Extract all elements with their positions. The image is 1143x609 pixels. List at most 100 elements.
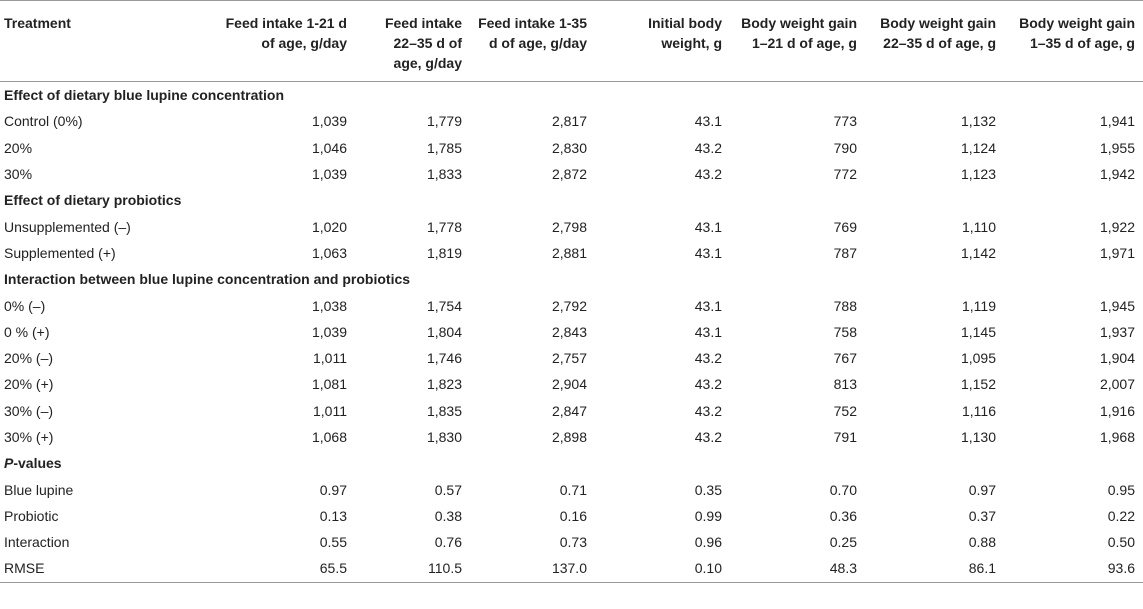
row-label: 20% (–) xyxy=(4,350,54,367)
table-row: 20% 1,046 1,785 2,830 43.2 790 1,124 1,955 xyxy=(0,135,1143,161)
table-cell: 137.0 xyxy=(551,560,587,577)
column-header-bwg-1-35: Body weight gain 1–35 d of age, g xyxy=(1019,15,1135,51)
table-cell: 1,819 xyxy=(426,244,462,261)
table-cell: 788 xyxy=(833,297,857,314)
table-cell: 0.99 xyxy=(694,507,722,524)
table-cell: 0.76 xyxy=(434,534,462,551)
table-cell: 1,904 xyxy=(1099,350,1135,367)
table-cell: 1,804 xyxy=(426,323,462,340)
table-cell: 1,011 xyxy=(313,350,347,367)
table-cell: 1,068 xyxy=(311,429,347,445)
table-cell: 2,007 xyxy=(1099,376,1135,393)
table-row: 30% (+) 1,068 1,830 2,898 43.2 791 1,130 1,968 xyxy=(0,424,1143,450)
row-label: 20% (+) xyxy=(4,376,54,393)
section-title: P-values xyxy=(0,450,1143,476)
table-cell: 1,779 xyxy=(426,113,462,130)
table-cell: 1,123 xyxy=(960,166,996,183)
table-cell: 2,904 xyxy=(551,376,587,393)
table-cell: 110.5 xyxy=(428,560,462,577)
table-cell: 0.97 xyxy=(319,481,347,498)
table-cell: 1,152 xyxy=(960,376,996,393)
table-cell: 0.38 xyxy=(434,507,462,524)
table-cell: 1,916 xyxy=(1099,402,1135,419)
table-cell: 1,937 xyxy=(1099,323,1135,340)
table-cell: 1,746 xyxy=(426,350,462,367)
row-label: 30% (+) xyxy=(4,429,54,445)
section-title: Effect of dietary blue lupine concentrat… xyxy=(4,87,285,104)
table-row: 0% (–) 1,038 1,754 2,792 43.1 788 1,119 1,945 xyxy=(0,292,1143,318)
table-cell: 0.70 xyxy=(829,481,857,498)
table-cell: 1,830 xyxy=(426,429,462,445)
table-cell: 0.13 xyxy=(319,507,347,524)
table-cell: 1,039 xyxy=(311,166,347,183)
table-cell: 1,130 xyxy=(960,429,996,445)
table-cell: 1,124 xyxy=(960,139,996,156)
table-cell: 1,971 xyxy=(1099,244,1135,261)
table-cell: 1,968 xyxy=(1099,429,1135,445)
column-header-bwg-22-35: Body weight gain 22–35 d of age, g xyxy=(880,15,996,51)
table-cell: 0.50 xyxy=(1107,534,1135,551)
data-table: Treatment Feed intake 1-21 d of age, g/d… xyxy=(0,0,1143,583)
column-header-initial-body-weight: Initial body weight, g xyxy=(648,15,722,51)
table-cell: 1,038 xyxy=(311,297,347,314)
table-cell: 1,046 xyxy=(311,139,347,156)
table-cell: 0.35 xyxy=(694,481,722,498)
table-cell: 752 xyxy=(833,402,857,419)
column-header-feed-intake-1-21: Feed intake 1-21 d of age, g/day xyxy=(225,15,347,51)
table-cell: 772 xyxy=(833,166,857,183)
table-cell: 1,110 xyxy=(962,218,996,235)
table-cell: 2,843 xyxy=(551,323,587,340)
row-label: 20% xyxy=(4,139,33,156)
table-cell: 2,792 xyxy=(551,297,587,314)
table-cell: 0.55 xyxy=(319,534,347,551)
table-cell: 2,798 xyxy=(551,218,587,235)
section-row: Interaction between blue lupine concentr… xyxy=(0,266,1143,292)
section-title: Interaction between blue lupine concentr… xyxy=(4,271,411,288)
table-cell: 2,757 xyxy=(551,350,587,367)
row-label: 0 % (+) xyxy=(4,323,50,340)
section-row: Effect of dietary probiotics xyxy=(0,187,1143,213)
table-cell: 2,881 xyxy=(551,244,587,261)
table-cell: 1,039 xyxy=(311,323,347,340)
table-cell: 767 xyxy=(833,350,857,367)
table-cell: 1,081 xyxy=(311,376,347,393)
section-title: Effect of dietary probiotics xyxy=(4,192,182,209)
table-cell: 86.1 xyxy=(968,560,996,577)
row-label: Control (0%) xyxy=(4,113,83,130)
table-cell: 0.25 xyxy=(829,534,857,551)
row-label: 30% xyxy=(4,166,33,183)
table-cell: 2,872 xyxy=(551,166,587,183)
column-header-feed-intake-22-35: Feed intake 22–35 d of age, g/day xyxy=(384,15,462,71)
table-cell: 787 xyxy=(833,244,857,261)
table-cell: 0.36 xyxy=(829,507,857,524)
section-title-italic: P xyxy=(4,455,14,472)
table-cell: 48.3 xyxy=(829,560,857,577)
header-row: Treatment Feed intake 1-21 d of age, g/d… xyxy=(0,0,1143,82)
table-body: Effect of dietary blue lupine concentrat… xyxy=(0,82,1143,583)
table-cell: 43.2 xyxy=(694,166,722,183)
table-cell: 790 xyxy=(833,139,857,156)
row-label: Blue lupine xyxy=(4,481,74,498)
table-cell: 813 xyxy=(833,376,857,393)
table-cell: 0.71 xyxy=(559,481,587,498)
table-header: Treatment Feed intake 1-21 d of age, g/d… xyxy=(0,0,1143,82)
table-row: RMSE 65.5 110.5 137.0 0.10 48.3 86.1 93.6 xyxy=(0,555,1143,583)
table-cell: 1,119 xyxy=(962,297,996,314)
row-label: Probiotic xyxy=(4,507,59,524)
table-cell: 1,020 xyxy=(311,218,347,235)
table-cell: 65.5 xyxy=(319,560,347,577)
section-row: Effect of dietary blue lupine concentrat… xyxy=(0,82,1143,109)
table-cell: 43.2 xyxy=(694,429,722,445)
section-row: P-values xyxy=(0,450,1143,476)
table-cell: 2,817 xyxy=(551,113,587,130)
table-cell: 2,847 xyxy=(551,402,587,419)
table-cell: 0.96 xyxy=(694,534,722,551)
table-cell: 758 xyxy=(833,323,857,340)
table-row: Probiotic 0.13 0.38 0.16 0.99 0.36 0.37 0.22 xyxy=(0,503,1143,529)
table-cell: 791 xyxy=(833,429,857,445)
table-cell: 43.1 xyxy=(694,297,722,314)
table-cell: 1,095 xyxy=(960,350,996,367)
table-cell: 773 xyxy=(833,113,857,130)
row-label: RMSE xyxy=(4,560,45,577)
table-cell: 0.97 xyxy=(968,481,996,498)
